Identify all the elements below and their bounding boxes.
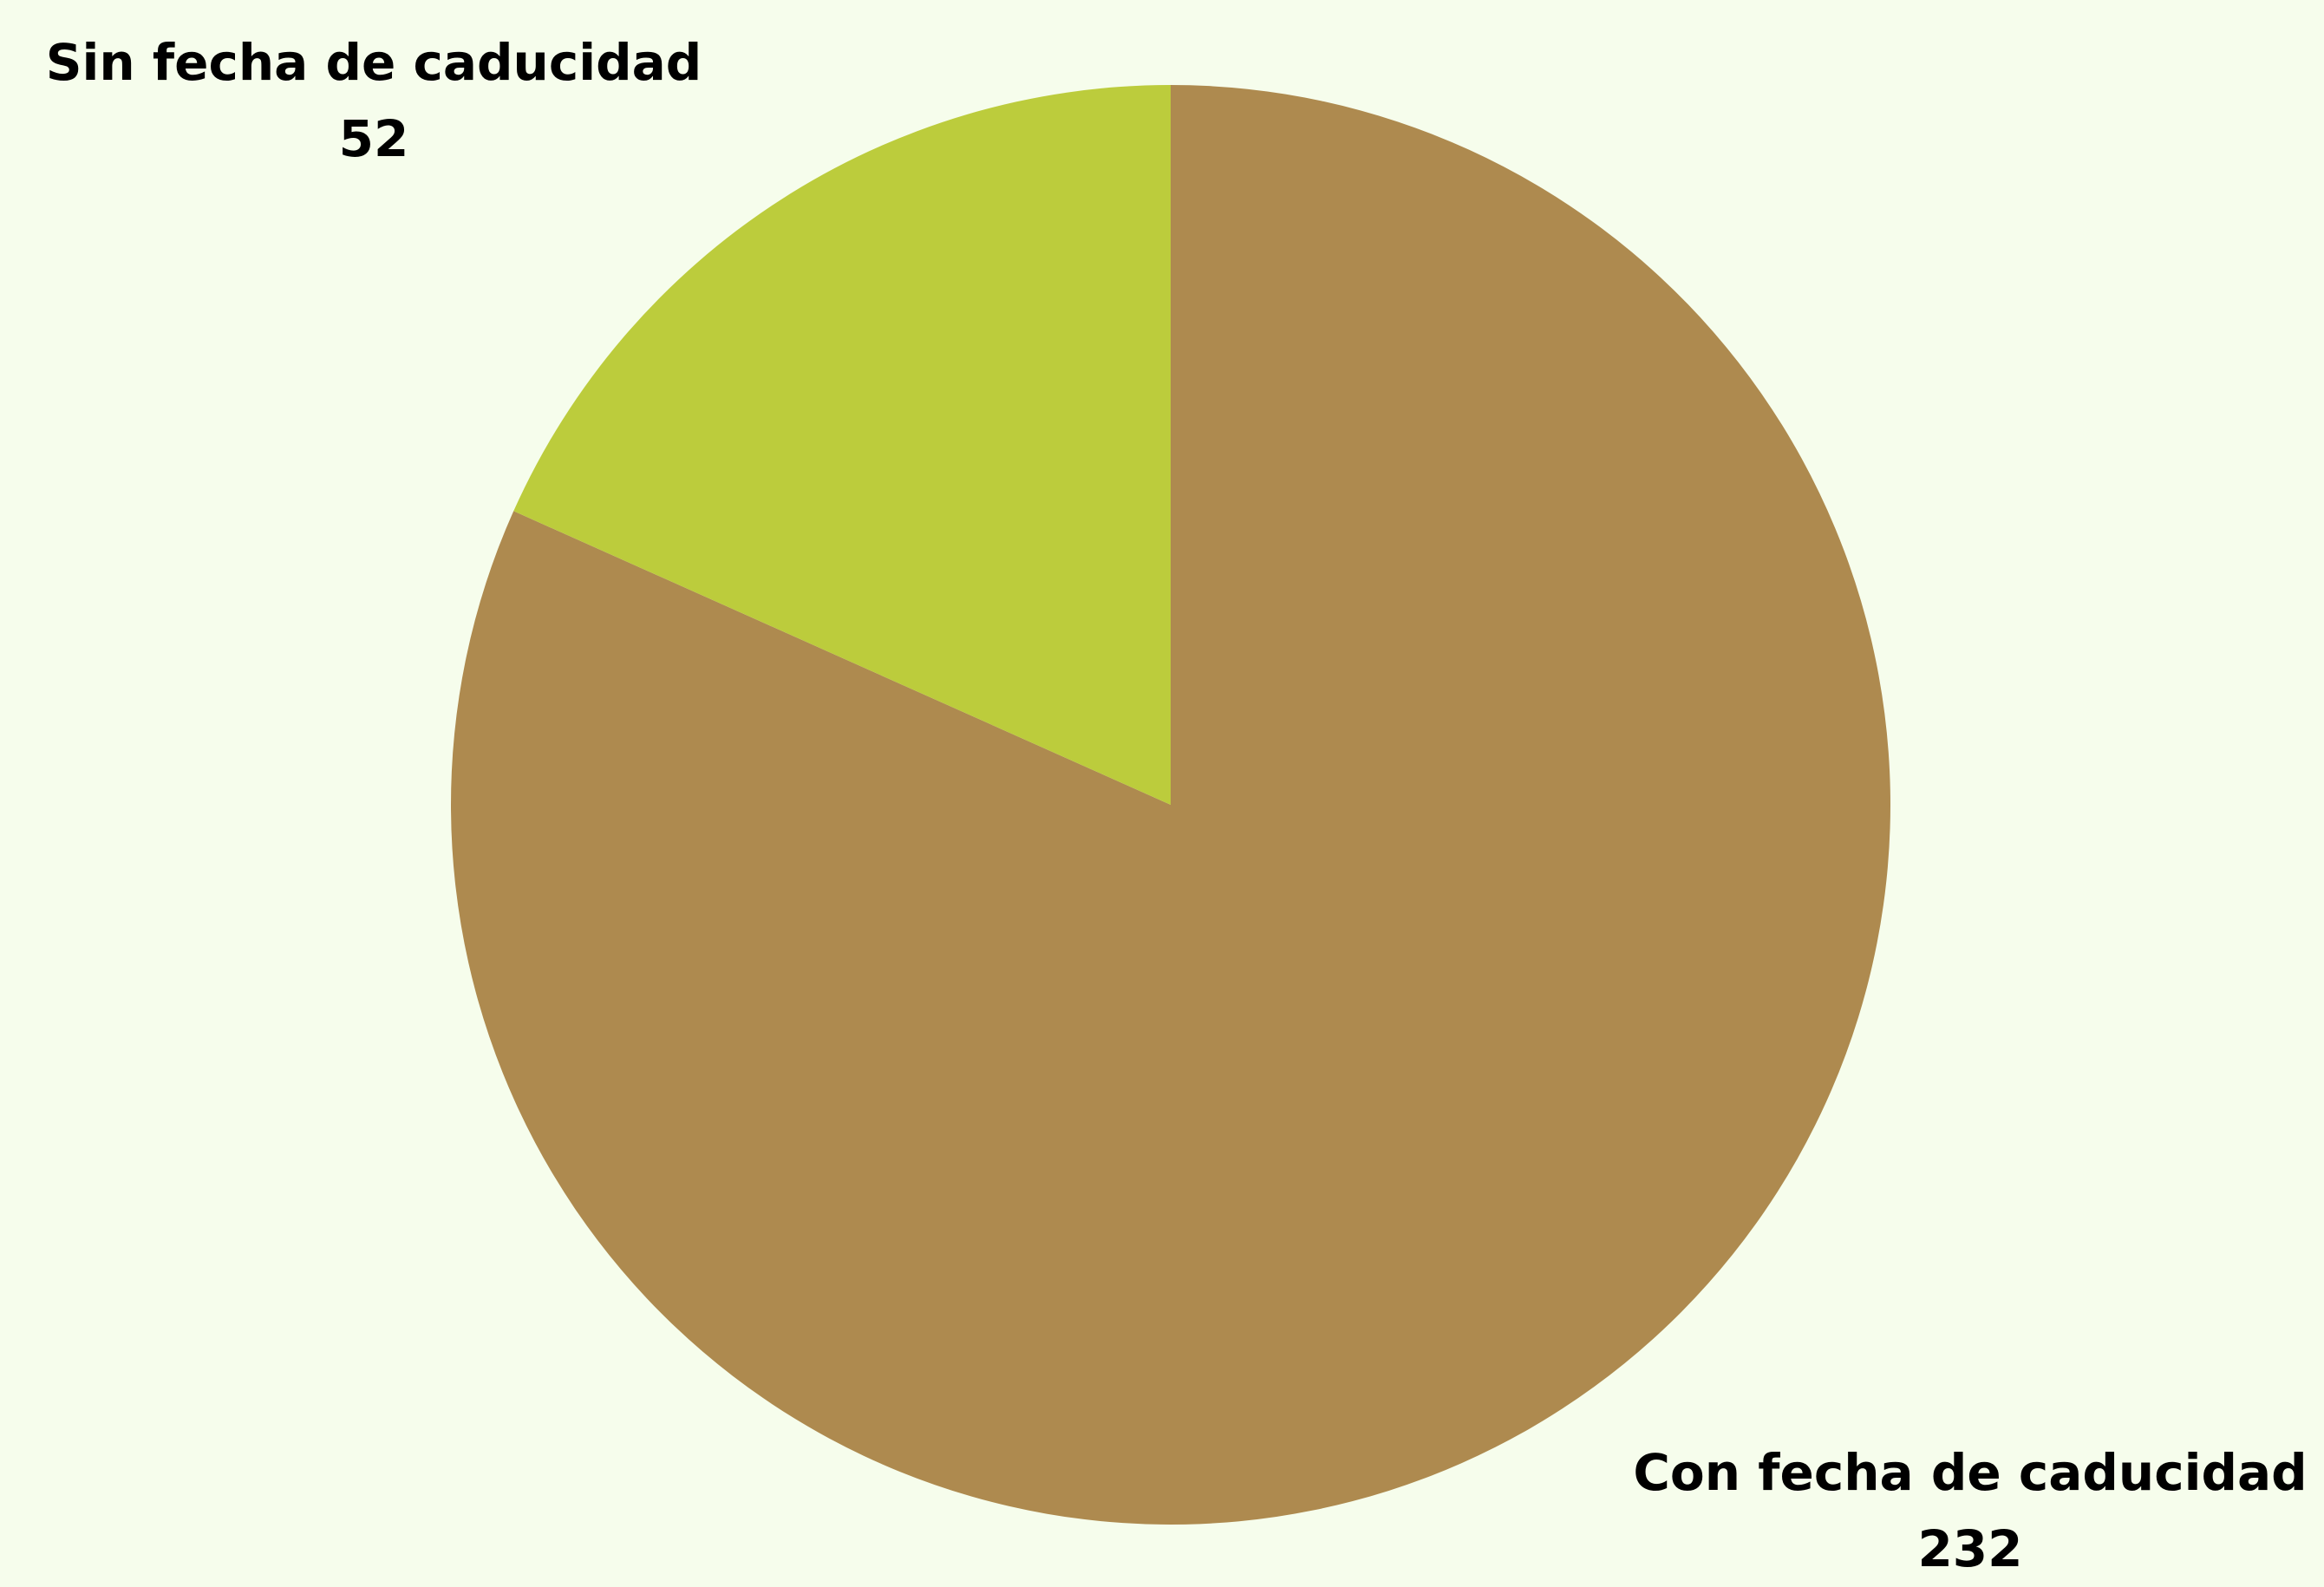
slice-label-name: Con fecha de caducidad [1633,1443,2308,1502]
slice-label-value: 232 [1917,1519,2023,1578]
slice-label-con-fecha: Con fecha de caducidad 232 [1623,1434,2317,1587]
pie-slice-con-fecha-de-caducidad [451,85,1891,1525]
slice-label-name: Sin fecha de caducidad [45,33,702,92]
slice-label-value: 52 [338,109,409,168]
pie-slices [451,85,1891,1525]
slice-label-sin-fecha: Sin fecha de caducidad 52 [31,24,716,177]
pie-slice-sin-fecha-de-caducidad [513,85,1171,805]
